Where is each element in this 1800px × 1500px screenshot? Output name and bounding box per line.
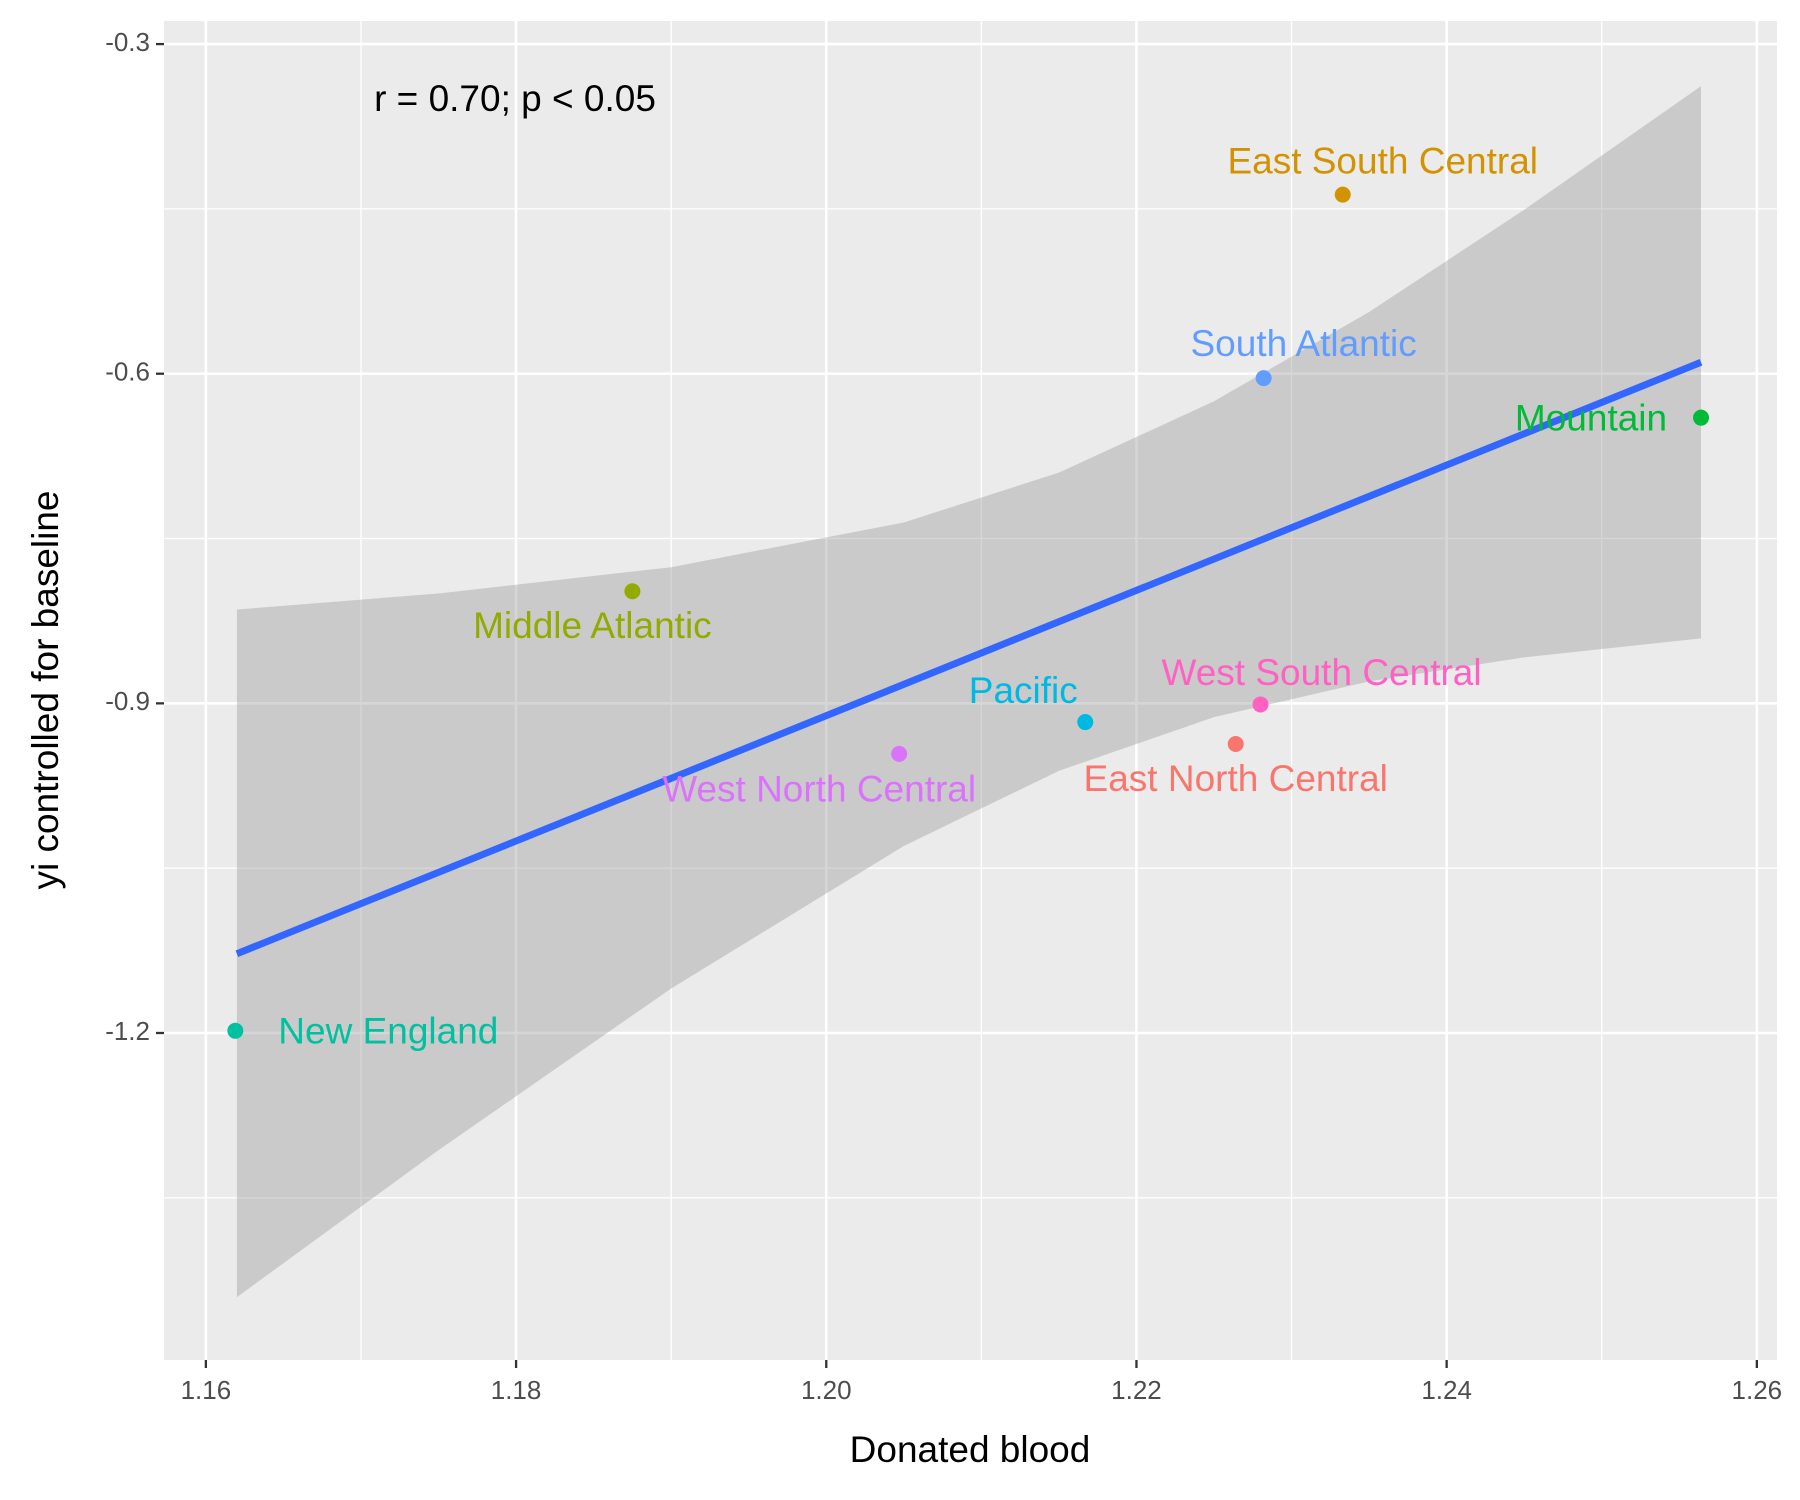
x-tick-label: 1.26 [1732, 1375, 1783, 1405]
confidence-band [236, 86, 1702, 1298]
point [1255, 370, 1272, 387]
point [624, 583, 641, 600]
x-tick-label: 1.20 [801, 1375, 852, 1405]
point [1693, 409, 1710, 426]
fit-line [235, 359, 1703, 958]
point [1227, 736, 1244, 753]
x-axis-title: Donated blood [850, 1429, 1091, 1470]
point-label: East South Central [1227, 140, 1538, 181]
x-tick-label: 1.22 [1111, 1375, 1162, 1405]
point [227, 1022, 244, 1039]
point [1334, 186, 1351, 203]
point-label: South Atlantic [1190, 323, 1416, 364]
point [1077, 714, 1094, 731]
y-tick-label: -0.6 [105, 357, 150, 387]
point-label: West South Central [1161, 652, 1481, 693]
point-label: New England [278, 1011, 498, 1052]
panel [164, 21, 1777, 1360]
x-tick-label: 1.24 [1421, 1375, 1472, 1405]
point-label: East North Central [1084, 758, 1388, 799]
point [891, 745, 908, 762]
y-axis-title: yi controlled for baseline [25, 491, 66, 890]
y-tick-label: -0.3 [105, 27, 150, 57]
point-label: Middle Atlantic [473, 605, 712, 646]
point-label: Pacific [969, 670, 1078, 711]
point-label: West North Central [662, 769, 976, 810]
point [1252, 696, 1269, 713]
y-tick-label: -0.9 [105, 686, 150, 716]
point-label: Mountain [1515, 397, 1667, 438]
y-tick-label: -1.2 [105, 1016, 150, 1046]
x-tick-label: 1.18 [491, 1375, 542, 1405]
x-tick-label: 1.16 [181, 1375, 232, 1405]
